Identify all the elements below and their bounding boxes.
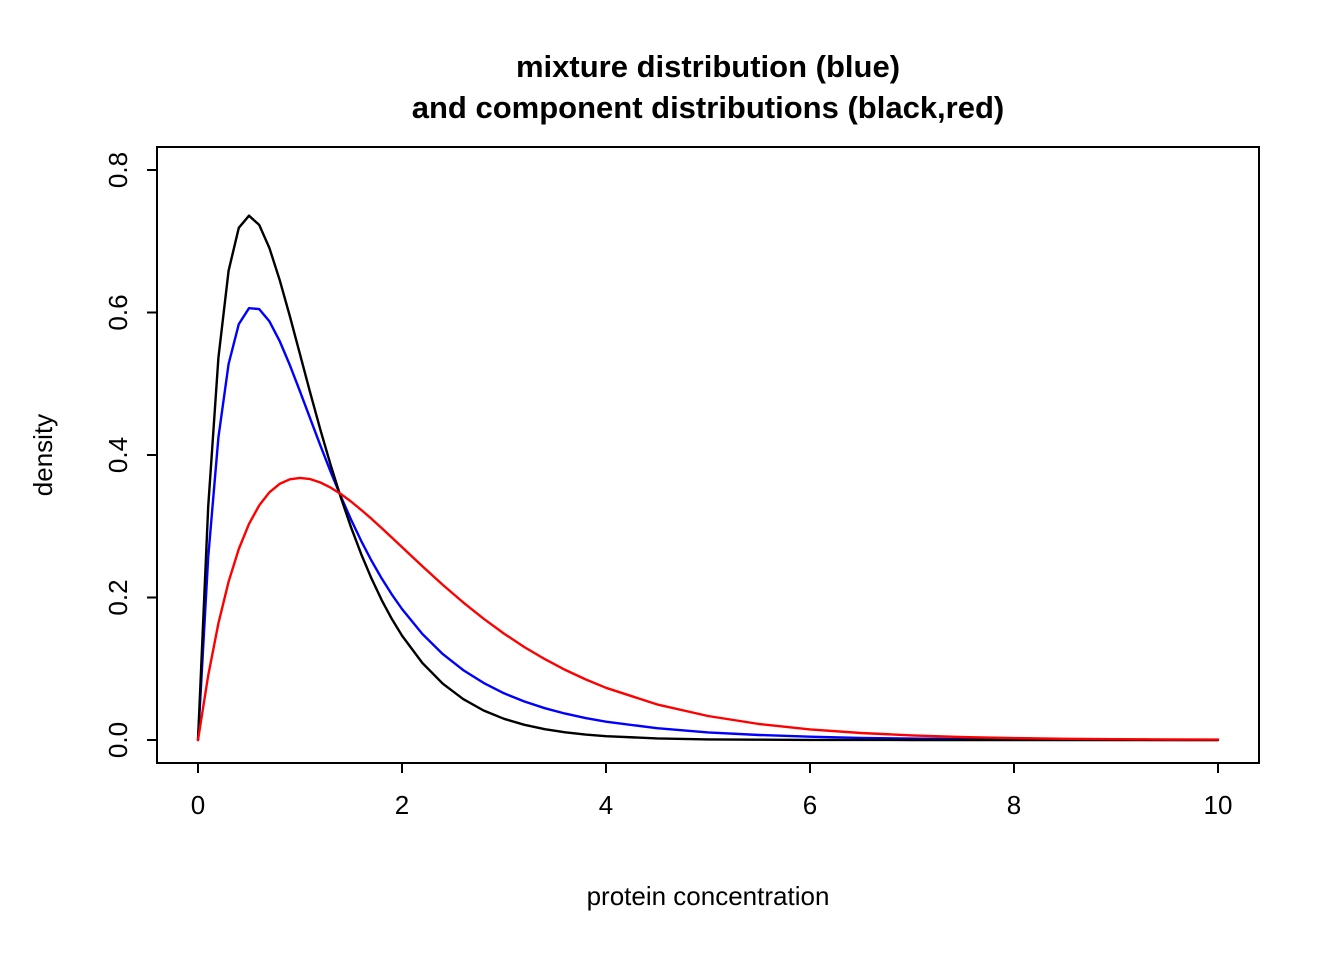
y-tick-label: 0.6 bbox=[103, 294, 133, 330]
x-tick-label: 8 bbox=[1007, 790, 1021, 820]
series-line-component-red bbox=[196, 476, 1220, 742]
y-tick-label: 0.2 bbox=[103, 579, 133, 615]
x-tick-label: 4 bbox=[599, 790, 613, 820]
y-tick-label: 0.0 bbox=[103, 722, 133, 758]
x-tick-label: 0 bbox=[191, 790, 205, 820]
series-lines bbox=[196, 214, 1220, 742]
x-axis-label: protein concentration bbox=[587, 881, 830, 911]
axis-ticks: 0 2 4 6 8 10 0.0 0.2 0.4 0.6 0.8 bbox=[103, 152, 1232, 820]
x-tick-label: 2 bbox=[395, 790, 409, 820]
x-tick-label: 6 bbox=[803, 790, 817, 820]
chart-title-line-1: mixture distribution (blue) bbox=[516, 49, 900, 84]
plot-box bbox=[156, 146, 1260, 764]
y-axis-label: density bbox=[28, 414, 58, 496]
y-tick-label: 0.4 bbox=[103, 437, 133, 473]
series-line-mixture bbox=[196, 307, 1220, 742]
x-tick-label: 10 bbox=[1204, 790, 1233, 820]
chart-title-line-2: and component distributions (black,red) bbox=[412, 90, 1004, 125]
series-line-component-black bbox=[196, 214, 1220, 742]
y-tick-label: 0.8 bbox=[103, 152, 133, 188]
